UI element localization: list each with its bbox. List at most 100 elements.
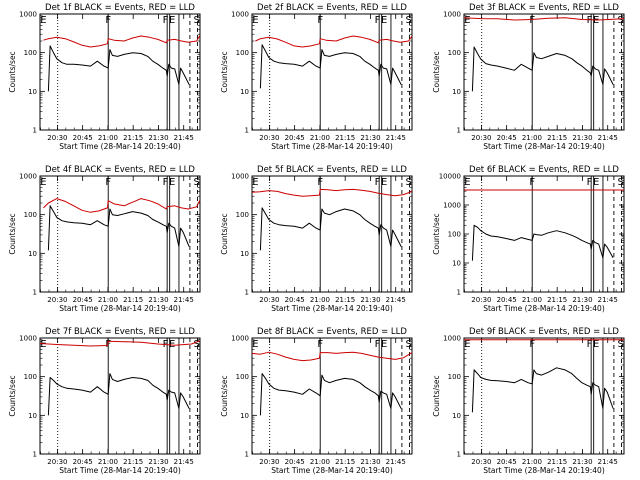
event-marker-F: F (317, 177, 323, 188)
event-marker-S: S (193, 177, 199, 188)
event-marker-F: F (529, 177, 535, 188)
x-tick-label: 21:30 (148, 134, 168, 142)
x-tick-label: 20:30 (47, 458, 67, 466)
y-tick-label: 100 (448, 231, 461, 239)
y-tick-label: 100 (236, 211, 249, 219)
y-tick-label: 100 (448, 373, 461, 381)
x-tick-label: 20:30 (471, 458, 491, 466)
panel-title: Det 9f BLACK = Events, RED = LLD (469, 327, 619, 337)
lld-series-line (39, 340, 201, 347)
lld-series-line (43, 35, 201, 48)
panel-title: Det 8f BLACK = Events, RED = LLD (257, 327, 407, 337)
y-axis-label: Counts/sec (432, 375, 441, 416)
y-tick-label: 100 (448, 49, 461, 57)
event-marker-E: E (169, 339, 175, 350)
x-tick-label: 21:30 (572, 458, 592, 466)
event-marker-E: E (252, 339, 258, 350)
event-marker-E: E (593, 339, 599, 350)
plot-frame (463, 337, 625, 455)
x-tick-label: 20:45 (73, 134, 93, 142)
event-marker-E: E (464, 177, 470, 188)
event-marker-E: E (593, 15, 599, 26)
y-tick-label: 100 (236, 49, 249, 57)
x-tick-label: 21:00 (310, 134, 330, 142)
x-tick-label: 21:15 (335, 458, 355, 466)
detector-panel-6: Det 6f BLACK = Events, RED = LLD 1 10 100 10… (432, 165, 625, 313)
y-axis-label: Counts/sec (8, 51, 17, 92)
detector-panel-8: Det 8f BLACK = Events, RED = LLD 1 10 100 10… (220, 327, 413, 475)
x-tick-label: 20:45 (497, 134, 517, 142)
y-axis-label: Counts/sec (432, 51, 441, 92)
events-series-line (47, 205, 190, 251)
panel-title: Det 5f BLACK = Events, RED = LLD (257, 165, 407, 175)
x-tick-label: 21:45 (174, 296, 194, 304)
event-marker-E: E (381, 15, 387, 26)
event-marker-E: E (252, 177, 258, 188)
x-axis-label: Start Time (28-Mar-14 20:19:40) (59, 142, 181, 151)
x-tick-label: 20:30 (471, 296, 491, 304)
x-tick-label: 21:15 (335, 134, 355, 142)
panel-title: Det 4f BLACK = Events, RED = LLD (45, 165, 195, 175)
y-tick-label: 1000 (19, 11, 37, 19)
event-marker-E: E (40, 339, 46, 350)
x-tick-label: 21:00 (310, 458, 330, 466)
x-tick-label: 21:45 (386, 458, 406, 466)
x-tick-label: 21:15 (547, 458, 567, 466)
y-tick-label: 10 (452, 88, 461, 96)
event-marker-E: E (40, 15, 46, 26)
y-tick-label: 1000 (231, 335, 249, 343)
x-axis-label: Start Time (28-Mar-14 20:19:40) (271, 466, 393, 475)
event-marker-S: S (405, 339, 411, 350)
x-tick-label: 21:30 (360, 134, 380, 142)
event-marker-F: F (529, 339, 535, 350)
panel-title: Det 2f BLACK = Events, RED = LLD (257, 3, 407, 13)
events-series-line (47, 373, 190, 416)
x-tick-label: 20:45 (285, 458, 305, 466)
y-tick-label: 1 (245, 127, 249, 135)
x-tick-label: 21:30 (148, 458, 168, 466)
y-tick-label: 1000 (443, 202, 461, 210)
x-tick-label: 21:45 (598, 296, 618, 304)
x-tick-label: 20:30 (259, 296, 279, 304)
events-series-line (47, 45, 190, 92)
lld-series-line (463, 17, 625, 21)
event-marker-S: S (405, 177, 411, 188)
y-tick-label: 1 (33, 289, 37, 297)
plot-frame (251, 13, 413, 131)
x-axis-label: Start Time (28-Mar-14 20:19:40) (483, 142, 605, 151)
detector-panel-4: Det 4f BLACK = Events, RED = LLD 1 10 100 10… (8, 165, 201, 313)
y-tick-label: 10 (240, 250, 249, 258)
x-tick-label: 21:45 (386, 134, 406, 142)
detector-panel-3: Det 3f BLACK = Events, RED = LLD 1 10 100 10… (432, 3, 625, 151)
y-tick-label: 1000 (443, 335, 461, 343)
x-tick-label: 20:45 (497, 296, 517, 304)
events-series-line (259, 373, 402, 416)
lld-series-line (251, 351, 413, 362)
x-tick-label: 21:45 (598, 458, 618, 466)
x-tick-label: 21:15 (547, 296, 567, 304)
y-axis-label: Counts/sec (220, 51, 229, 92)
x-tick-label: 21:00 (98, 134, 118, 142)
events-series-line (471, 367, 614, 413)
y-axis-label: Counts/sec (432, 213, 441, 254)
y-tick-label: 10 (240, 88, 249, 96)
x-tick-label: 21:15 (123, 134, 143, 142)
x-tick-label: 21:00 (522, 296, 542, 304)
event-marker-E: E (252, 15, 258, 26)
x-tick-label: 20:45 (285, 296, 305, 304)
panel-title: Det 3f BLACK = Events, RED = LLD (469, 3, 619, 13)
x-tick-label: 20:30 (259, 134, 279, 142)
event-marker-S: S (617, 177, 623, 188)
panel-title: Det 1f BLACK = Events, RED = LLD (45, 3, 195, 13)
event-marker-S: S (617, 339, 623, 350)
y-tick-label: 10 (28, 88, 37, 96)
x-axis-label: Start Time (28-Mar-14 20:19:40) (483, 304, 605, 313)
x-tick-label: 21:00 (98, 296, 118, 304)
detector-panel-1: Det 1f BLACK = Events, RED = LLD 1 10 100 10… (8, 3, 201, 151)
y-axis-label: Counts/sec (220, 213, 229, 254)
y-tick-label: 1000 (231, 173, 249, 181)
y-tick-label: 10 (452, 412, 461, 420)
x-tick-label: 20:45 (285, 134, 305, 142)
x-tick-label: 21:45 (598, 134, 618, 142)
